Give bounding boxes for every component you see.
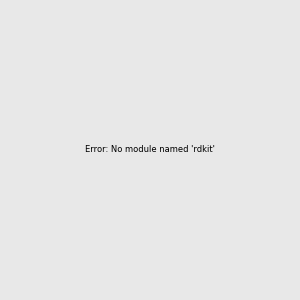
Text: Error: No module named 'rdkit': Error: No module named 'rdkit' [85, 146, 215, 154]
